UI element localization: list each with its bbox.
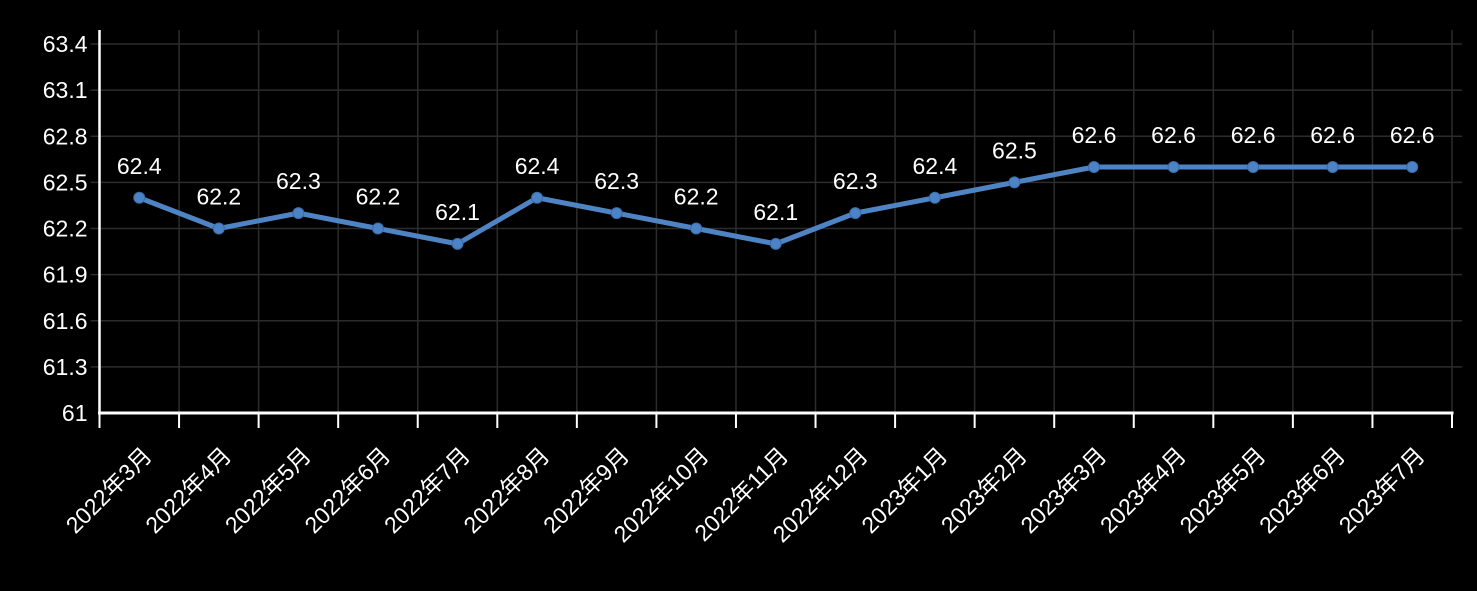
data-point-marker bbox=[1167, 161, 1180, 173]
y-tick-label: 62.8 bbox=[43, 123, 88, 149]
data-label: 62.6 bbox=[1231, 122, 1276, 148]
data-label: 62.2 bbox=[356, 184, 401, 210]
data-label: 62.3 bbox=[276, 168, 321, 194]
data-point-marker bbox=[928, 191, 941, 204]
data-label: 62.6 bbox=[1072, 122, 1117, 148]
data-label: 62.2 bbox=[196, 184, 241, 210]
data-point-marker bbox=[531, 191, 544, 204]
y-tick-label: 61.9 bbox=[43, 262, 88, 288]
data-label: 62.4 bbox=[912, 153, 957, 179]
data-label: 62.1 bbox=[435, 199, 480, 225]
data-point-marker bbox=[1087, 161, 1100, 173]
data-label: 62.3 bbox=[833, 168, 878, 194]
data-point-marker bbox=[1406, 161, 1419, 173]
y-tick-label: 61 bbox=[62, 400, 88, 426]
y-tick-label: 62.2 bbox=[43, 216, 88, 242]
data-label: 62.5 bbox=[992, 137, 1037, 163]
data-point-marker bbox=[849, 207, 862, 220]
y-tick-label: 63.1 bbox=[43, 77, 88, 103]
data-point-marker bbox=[133, 191, 146, 204]
data-point-marker bbox=[1247, 161, 1260, 173]
y-tick-label: 61.6 bbox=[43, 308, 88, 334]
data-label: 62.6 bbox=[1151, 122, 1196, 148]
data-label: 62.6 bbox=[1310, 122, 1355, 148]
data-point-marker bbox=[212, 222, 225, 235]
data-point-marker bbox=[690, 222, 703, 235]
data-label: 62.6 bbox=[1390, 122, 1435, 148]
data-label: 62.3 bbox=[594, 168, 639, 194]
y-tick-label: 62.5 bbox=[43, 169, 88, 195]
data-label: 62.1 bbox=[753, 199, 798, 225]
y-tick-label: 63.4 bbox=[43, 31, 88, 57]
y-tick-label: 61.3 bbox=[43, 354, 88, 380]
data-label: 62.2 bbox=[674, 184, 719, 210]
data-label: 62.4 bbox=[117, 153, 162, 179]
data-point-marker bbox=[292, 207, 305, 220]
data-point-marker bbox=[371, 222, 384, 235]
data-point-marker bbox=[610, 207, 623, 220]
data-point-marker bbox=[451, 237, 464, 250]
data-label: 62.4 bbox=[515, 153, 560, 179]
data-point-marker bbox=[1008, 176, 1021, 189]
data-point-marker bbox=[769, 237, 782, 250]
data-point-marker bbox=[1326, 161, 1339, 173]
